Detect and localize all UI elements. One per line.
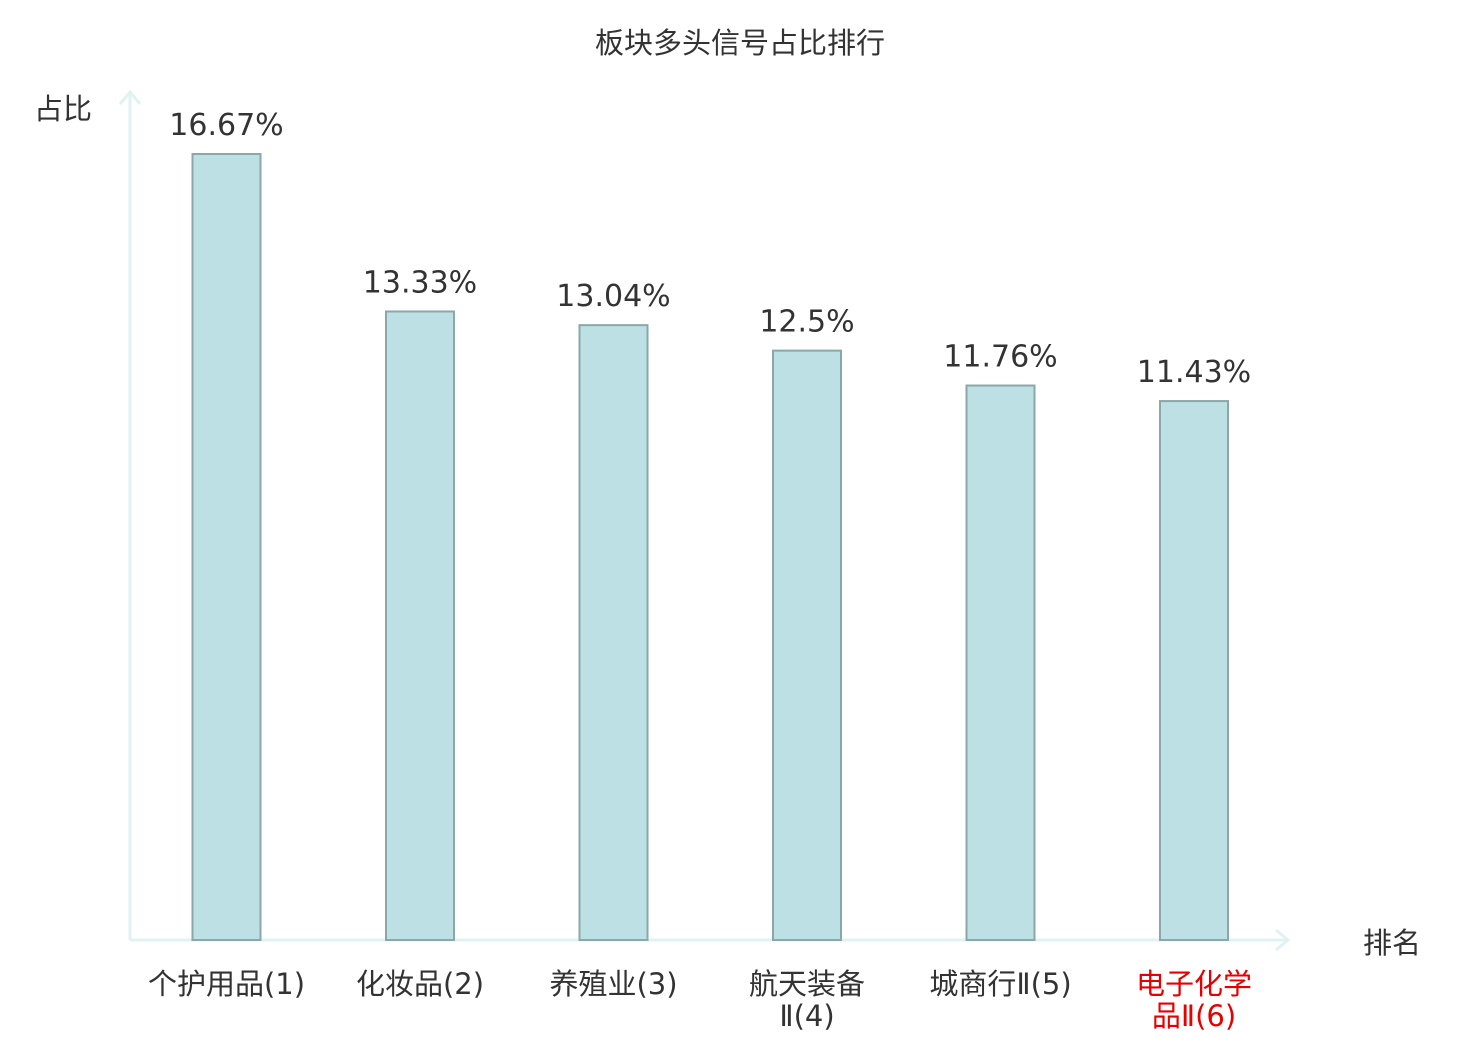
value-label-2: 13.33% [363, 265, 477, 300]
bar-5 [965, 384, 1036, 942]
y-axis-label: 占比 [34, 92, 92, 126]
category-label-5: 城商行Ⅱ(5) [929, 967, 1071, 1001]
category-label-4: 航天装备 Ⅱ(4) [749, 967, 865, 1033]
category-label-line: 个护用品(1) [148, 967, 305, 1001]
x-axis-label: 排名 [1363, 926, 1421, 960]
value-label-1: 16.67% [169, 108, 283, 143]
chart-title: 板块多头信号占比排行 [595, 26, 885, 60]
value-label-6: 11.43% [1137, 355, 1251, 390]
category-label-line: 养殖业(3) [549, 967, 677, 1001]
bar-1 [191, 153, 262, 941]
category-label-line: 电子化学 [1136, 967, 1252, 1001]
category-label-line: 城商行Ⅱ(5) [929, 967, 1071, 1001]
category-label-3: 养殖业(3) [549, 967, 677, 1001]
y-axis-arrow [118, 89, 142, 105]
category-label-1: 个护用品(1) [148, 967, 305, 1001]
category-label-6: 电子化学品Ⅱ(6) [1136, 967, 1252, 1033]
bar-2 [385, 310, 455, 941]
category-label-line: 航天装备 [749, 967, 865, 1001]
value-label-4: 12.5% [759, 305, 854, 340]
category-label-line: Ⅱ(4) [779, 999, 834, 1033]
x-axis-arrow [1275, 928, 1291, 952]
value-label-5: 11.76% [943, 340, 1057, 375]
bars-group: 16.67% 个护用品(1) 13.33% 化妆品(2) 13.04% 养殖业(3) 12.… [148, 108, 1252, 1033]
value-label-3: 13.04% [556, 279, 670, 314]
category-label-line: 品Ⅱ(6) [1152, 999, 1236, 1033]
category-label-2: 化妆品(2) [356, 967, 484, 1001]
bar-4 [772, 349, 842, 942]
bar-3 [578, 324, 649, 941]
category-label-line: 化妆品(2) [356, 967, 484, 1001]
bar-6 [1159, 400, 1229, 942]
